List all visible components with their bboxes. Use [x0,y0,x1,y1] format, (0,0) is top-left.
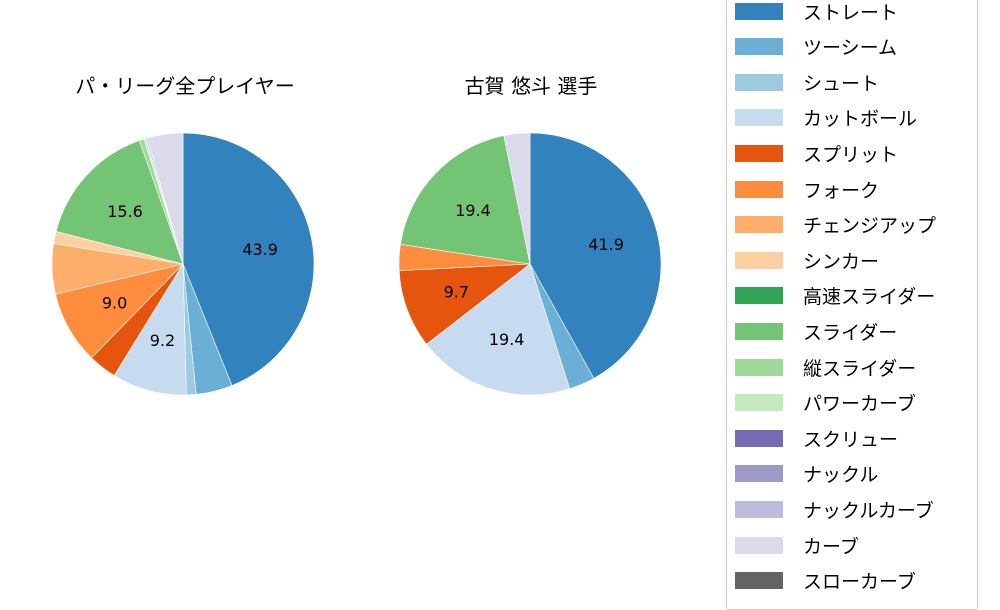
legend-label: スプリット [803,143,899,166]
legend-item: ナックル [735,464,878,486]
legend-item: ナックルカーブ [735,499,934,522]
pie-slice [146,132,184,265]
legend-item: スクリュー [735,428,898,451]
legend-item: シュート [735,72,879,95]
legend-item: フォーク [735,179,879,202]
slice-value-label: 19.4 [455,201,491,220]
legend-swatch [735,180,783,198]
legend-label: シュート [803,72,880,95]
legend-label: スローカーブ [803,571,916,594]
slice-value-label: 9.7 [444,282,469,301]
legend-swatch [735,73,783,91]
legend-label: チェンジアップ [803,215,937,238]
legend-label: ツーシーム [803,37,898,60]
pie-league-all: 43.9 9.2 9.0 15.6 [51,132,315,396]
legend-label: ナックル [803,464,879,487]
legend-label: シンカー [803,250,880,273]
legend-label: ストレート [803,1,899,24]
legend-swatch [735,358,783,376]
legend-swatch [735,465,783,483]
legend-item: カーブ [735,535,859,558]
legend-swatch [735,216,783,234]
slice-value-label: 9.2 [150,331,175,350]
left-chart-title: パ・リーグ全プレイヤー [75,74,295,98]
slice-value-label: 15.6 [107,202,143,221]
legend: ストレートツーシームシュートカットボール スプリットフォークチェンジアップ シンカー… [726,0,978,610]
legend-item: スライダー [735,321,897,344]
legend-swatch [735,536,783,554]
legend-item: チェンジアップ [735,215,936,237]
legend-swatch [735,572,783,590]
slice-value-label: 9.0 [102,294,127,313]
legend-label: フォーク [803,179,880,202]
legend-item: ストレート [735,1,898,24]
legend-swatch [735,2,783,20]
pie-slice [400,135,531,265]
legend-label: 高速スライダー [803,286,936,309]
legend-swatch [735,500,783,518]
legend-item: パワーカーブ [735,393,916,415]
legend-swatch [735,429,783,447]
slice-value-label: 43.9 [242,240,278,259]
legend-swatch [735,322,783,340]
pie-slice [503,132,531,265]
pie-slice [529,132,662,379]
legend-label: カットボール [803,108,918,131]
legend-label: パワーカーブ [803,393,916,416]
legend-label: 縦スライダー [803,357,917,380]
legend-label: スクリュー [803,428,899,451]
legend-item: カットボール [735,108,917,130]
legend-swatch [735,394,783,412]
legend-label: スライダー [803,321,898,344]
slice-value-label: 41.9 [588,235,624,254]
slice-value-label: 19.4 [489,330,525,349]
legend-swatch [735,144,783,162]
pie-slice [398,263,531,345]
legend-item: ツーシーム [735,37,897,59]
legend-swatch [735,109,783,127]
legend-swatch [735,251,783,269]
pie-slice [55,140,184,265]
legend-label: カーブ [803,535,859,558]
legend-item: 縦スライダー [735,357,916,380]
legend-swatch [735,38,783,56]
pie-slice [182,132,315,386]
legend-label: ナックルカーブ [803,499,934,522]
legend-item: 高速スライダー [735,286,935,308]
legend-swatch [735,287,783,305]
pie-slice [426,263,571,396]
legend-item: スローカーブ [735,571,916,593]
right-chart-title: 古賀 悠斗 選手 [464,74,598,98]
legend-item: シンカー [735,250,879,273]
legend-item: スプリット [735,143,898,166]
pie-koga-yuto: 41.9 19.4 9.7 19.4 [398,132,662,396]
